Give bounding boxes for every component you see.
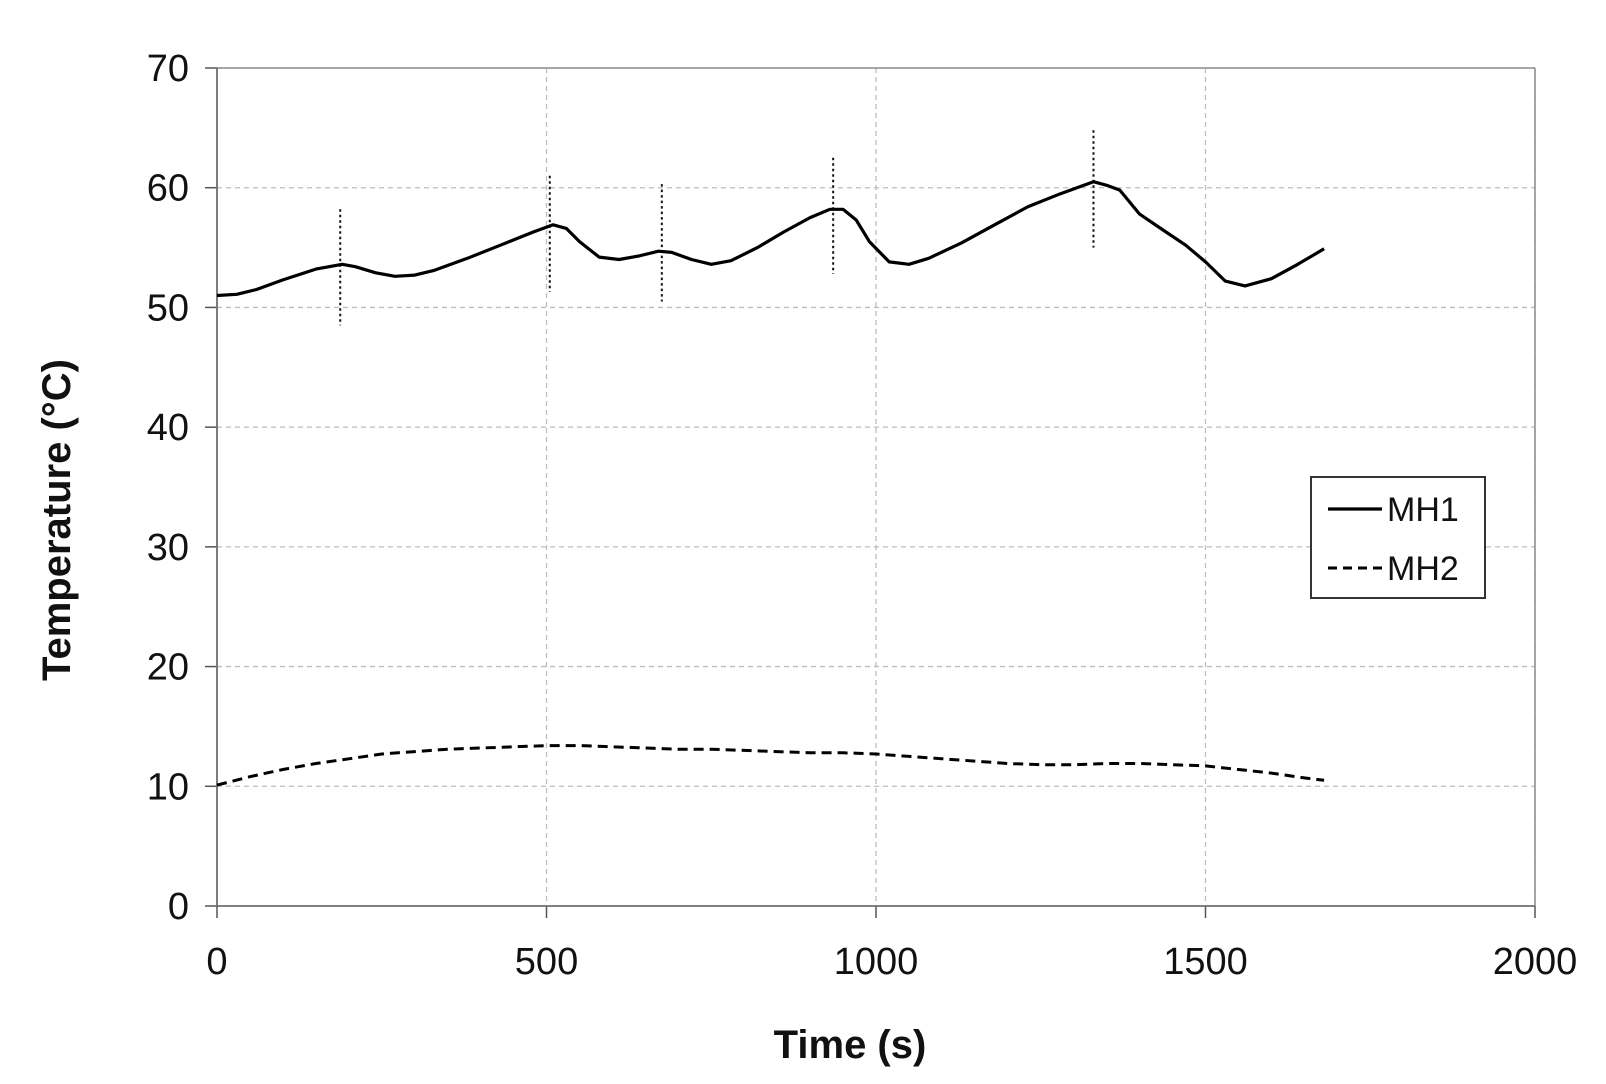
x-tick-label: 1500: [1163, 941, 1248, 983]
x-tick-label: 0: [206, 941, 227, 983]
y-tick-label: 70: [147, 48, 189, 90]
x-tick-label: 1000: [834, 941, 919, 983]
legend: MH1 MH2: [1310, 476, 1486, 599]
x-tick-label: 2000: [1493, 941, 1578, 983]
y-tick-label: 40: [147, 407, 189, 449]
tick-labels: 0 10 20 30 40 50 60 70 0 500 1000 1500 2000: [147, 48, 1578, 983]
legend-label-mh1: MH1: [1387, 491, 1459, 529]
y-tick-label: 10: [147, 766, 189, 808]
series: [216, 180, 1325, 787]
legend-box: [1310, 476, 1486, 599]
x-tick-label: 500: [515, 941, 578, 983]
series-line-mh1: [216, 180, 1325, 298]
y-tick-label: 50: [147, 287, 189, 329]
y-tick-label: 0: [168, 886, 189, 928]
y-tick-label: 60: [147, 168, 189, 210]
y-axis-title: Temperature (°C): [35, 359, 79, 681]
series-line-mh2: [216, 744, 1325, 787]
x-axis-title: Time (s): [774, 1023, 927, 1067]
legend-label-mh2: MH2: [1387, 550, 1459, 588]
event-markers: [339, 130, 1095, 326]
y-tick-label: 20: [147, 647, 189, 689]
axes: [205, 67, 1536, 918]
y-tick-label: 30: [147, 527, 189, 569]
